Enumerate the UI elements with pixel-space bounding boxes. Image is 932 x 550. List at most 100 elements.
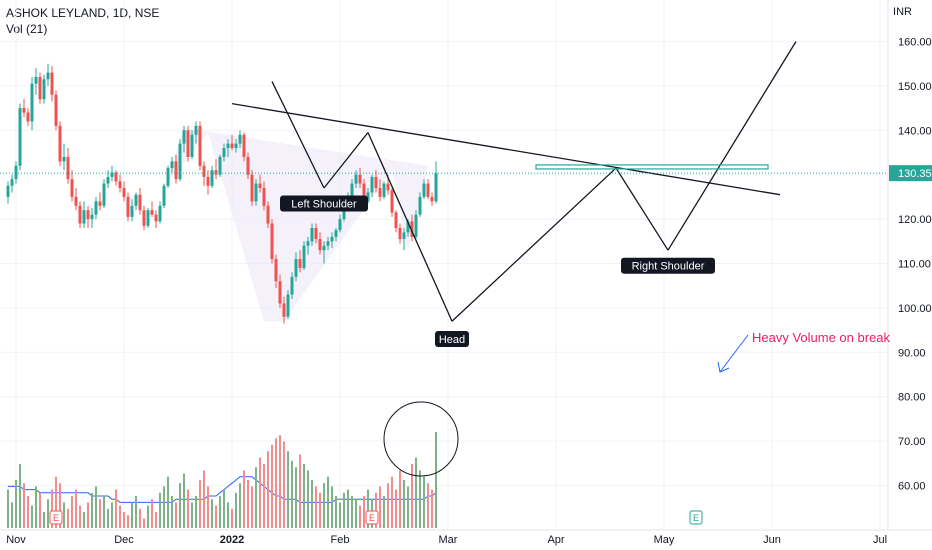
x-tick-label: Jul [873, 534, 887, 546]
candle-body [62, 156, 66, 162]
candle-body [238, 134, 242, 144]
volume-bar [159, 492, 161, 528]
candle-body [226, 143, 230, 149]
volume-bar [375, 492, 377, 528]
volume-bar [59, 483, 61, 528]
volume-bar [315, 486, 317, 528]
x-tick-label: Jun [763, 534, 781, 546]
volume-bar [155, 512, 157, 528]
callout-arrow [719, 334, 749, 373]
callout-text: Heavy Volume on break [752, 330, 891, 345]
candle-body [130, 205, 134, 217]
pattern-label: Right Shoulder [632, 261, 705, 273]
x-tick-label: Apr [547, 534, 564, 546]
candle-body [378, 188, 382, 197]
x-tick-label: Feb [331, 534, 350, 546]
candle-body [202, 165, 206, 177]
volume-bar [331, 486, 333, 528]
candle-body [162, 185, 166, 206]
candle-body [286, 294, 290, 317]
volume-bar [27, 496, 29, 528]
pattern-leg [615, 167, 669, 251]
candle-body [314, 227, 318, 240]
earnings-badge-label: E [693, 513, 699, 523]
volume-bar [347, 489, 349, 528]
volume-bar [407, 486, 409, 528]
volume-bar [203, 470, 205, 528]
volume-bar [55, 476, 57, 528]
candle-body [410, 221, 414, 237]
volume-bar [415, 457, 417, 528]
volume-bar [223, 489, 225, 528]
candle-body [122, 188, 126, 197]
volume-bar [67, 508, 69, 528]
candle-body [30, 83, 34, 122]
volume-bar [303, 464, 305, 528]
volume-bar [95, 486, 97, 528]
volume-bar [355, 499, 357, 528]
candle-body [34, 77, 38, 84]
last-price-label: 130.35 [898, 168, 932, 180]
pattern-label-bg [435, 330, 469, 347]
volume-bar [83, 512, 85, 528]
volume-bar [247, 480, 249, 528]
volume-bar [391, 476, 393, 528]
candle-body [250, 174, 254, 202]
candle-body [142, 210, 146, 226]
candle-body [366, 192, 370, 202]
candle-body [198, 125, 202, 166]
y-tick-label: 100.00 [898, 303, 932, 315]
volume-bar [127, 515, 129, 528]
volume-bar [91, 492, 93, 528]
volume-bar [239, 483, 241, 528]
candle-body [118, 181, 122, 189]
volume-bar [387, 483, 389, 528]
candle-body [406, 221, 410, 233]
volume-bar [255, 467, 257, 528]
y-tick-label: 160.00 [898, 37, 932, 49]
candle-body [54, 94, 58, 126]
candle-body [138, 194, 142, 211]
candle-body [434, 173, 438, 202]
volume-bar [135, 496, 137, 528]
candle-body [46, 72, 50, 80]
volume-bar [39, 492, 41, 528]
candle-body [134, 194, 138, 206]
candle-body [326, 241, 330, 246]
candle-body [102, 183, 106, 206]
x-tick-label: Mar [439, 534, 458, 546]
x-tick-label: Nov [6, 534, 26, 546]
neckline [231, 103, 781, 196]
y-tick-label: 140.00 [898, 125, 932, 137]
candle-body [222, 148, 226, 157]
volume-bar [187, 489, 189, 528]
currency-label: INR [893, 6, 912, 18]
volume-bar [107, 508, 109, 528]
volume-bar [175, 502, 177, 528]
candle-body [14, 165, 18, 180]
y-tick-label: 90.00 [898, 347, 926, 359]
candle-body [230, 143, 234, 149]
volume-bar [199, 480, 201, 528]
volume-bar [267, 451, 269, 528]
volume-highlight-circle [383, 401, 459, 477]
candle-body [174, 161, 178, 180]
volume-bar [7, 489, 9, 528]
candle-body [126, 196, 130, 217]
volume-bar [251, 486, 253, 528]
volume-bar [259, 457, 261, 528]
volume-bar [343, 492, 345, 528]
candle-body [278, 281, 282, 304]
pattern-leg [271, 81, 325, 189]
candle-body [294, 259, 298, 277]
y-tick-label: 110.00 [898, 259, 931, 271]
volume-bar [171, 496, 173, 528]
volume-bar [411, 464, 413, 528]
volume-bar [215, 505, 217, 528]
candle-body [38, 77, 42, 100]
candle-body [82, 210, 86, 224]
volume-bar [319, 492, 321, 528]
volume-bar [351, 496, 353, 528]
candle-body [254, 183, 258, 202]
